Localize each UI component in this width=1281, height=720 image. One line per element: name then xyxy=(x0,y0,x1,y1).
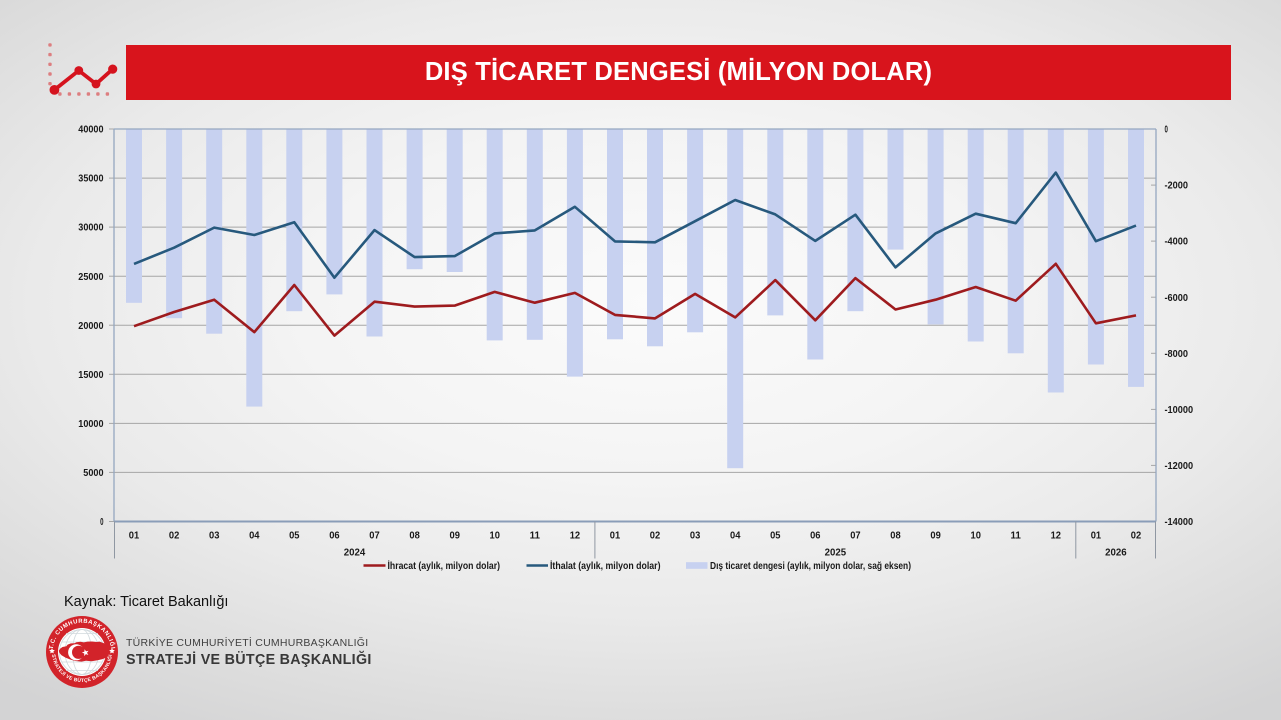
svg-text:İhracat (aylık, milyon dolar): İhracat (aylık, milyon dolar) xyxy=(388,559,501,572)
svg-text:07: 07 xyxy=(850,531,861,542)
svg-text:0: 0 xyxy=(1165,125,1169,136)
svg-text:20000: 20000 xyxy=(78,321,103,332)
svg-text:06: 06 xyxy=(329,531,340,542)
svg-text:2024: 2024 xyxy=(344,548,366,559)
svg-text:-14000: -14000 xyxy=(1165,517,1194,528)
svg-text:40000: 40000 xyxy=(78,125,103,136)
svg-text:İthalat (aylık, milyon dolar): İthalat (aylık, milyon dolar) xyxy=(550,559,661,572)
svg-text:09: 09 xyxy=(930,531,941,542)
svg-text:15000: 15000 xyxy=(78,370,103,381)
svg-text:0: 0 xyxy=(100,517,104,528)
svg-text:-2000: -2000 xyxy=(1165,181,1189,192)
svg-text:03: 03 xyxy=(209,531,220,542)
svg-text:10000: 10000 xyxy=(78,419,103,430)
svg-text:05: 05 xyxy=(770,531,781,542)
svg-text:35000: 35000 xyxy=(78,174,103,185)
svg-text:2025: 2025 xyxy=(825,548,847,559)
svg-text:09: 09 xyxy=(450,531,461,542)
svg-text:-8000: -8000 xyxy=(1165,349,1189,360)
svg-text:-6000: -6000 xyxy=(1165,293,1189,304)
svg-text:11: 11 xyxy=(530,531,541,542)
svg-text:02: 02 xyxy=(650,531,661,542)
svg-text:01: 01 xyxy=(610,531,621,542)
svg-text:12: 12 xyxy=(570,531,581,542)
svg-text:-4000: -4000 xyxy=(1165,237,1189,248)
svg-text:2026: 2026 xyxy=(1105,548,1127,559)
svg-text:01: 01 xyxy=(1091,531,1102,542)
svg-text:02: 02 xyxy=(1131,531,1142,542)
svg-text:08: 08 xyxy=(409,531,420,542)
svg-text:03: 03 xyxy=(690,531,701,542)
svg-text:Dış ticaret dengesi (aylık, mi: Dış ticaret dengesi (aylık, milyon dolar… xyxy=(710,561,911,572)
svg-text:30000: 30000 xyxy=(78,223,103,234)
svg-text:05: 05 xyxy=(289,531,300,542)
svg-text:10: 10 xyxy=(490,531,501,542)
svg-text:12: 12 xyxy=(1051,531,1062,542)
svg-text:06: 06 xyxy=(810,531,821,542)
svg-text:04: 04 xyxy=(249,531,260,542)
svg-text:11: 11 xyxy=(1011,531,1022,542)
svg-text:10: 10 xyxy=(971,531,982,542)
svg-text:-10000: -10000 xyxy=(1165,405,1194,416)
svg-text:01: 01 xyxy=(129,531,140,542)
svg-text:07: 07 xyxy=(369,531,380,542)
svg-text:08: 08 xyxy=(890,531,901,542)
svg-text:02: 02 xyxy=(169,531,180,542)
svg-text:25000: 25000 xyxy=(78,272,103,283)
svg-text:5000: 5000 xyxy=(83,468,103,479)
svg-text:04: 04 xyxy=(730,531,741,542)
svg-text:-12000: -12000 xyxy=(1165,461,1194,472)
